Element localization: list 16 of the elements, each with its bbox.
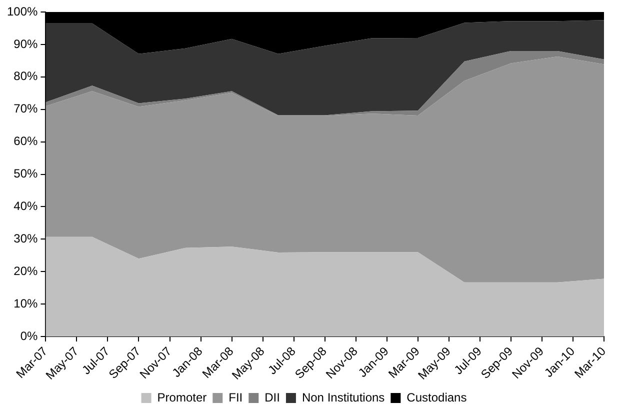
legend-label: Custodians <box>406 390 467 404</box>
y-tick-label: 90% <box>14 36 38 51</box>
y-tick-label: 20% <box>14 264 38 278</box>
y-tick-label: 40% <box>14 199 38 214</box>
legend-label: FII <box>228 390 243 404</box>
legend-label: Promoter <box>157 390 207 404</box>
y-tick-label: 50% <box>14 166 38 181</box>
y-tick-label: 80% <box>14 69 38 84</box>
y-tick-label: 30% <box>14 231 38 246</box>
legend-label: DII <box>264 390 280 404</box>
legend-label: Non Institutions <box>302 390 385 404</box>
y-tick-label: 10% <box>14 296 38 310</box>
y-tick-label: 0% <box>20 328 38 343</box>
y-tick-label: 60% <box>14 134 38 148</box>
y-tick-label: 70% <box>14 102 38 116</box>
y-tick-label: 100% <box>6 4 38 18</box>
